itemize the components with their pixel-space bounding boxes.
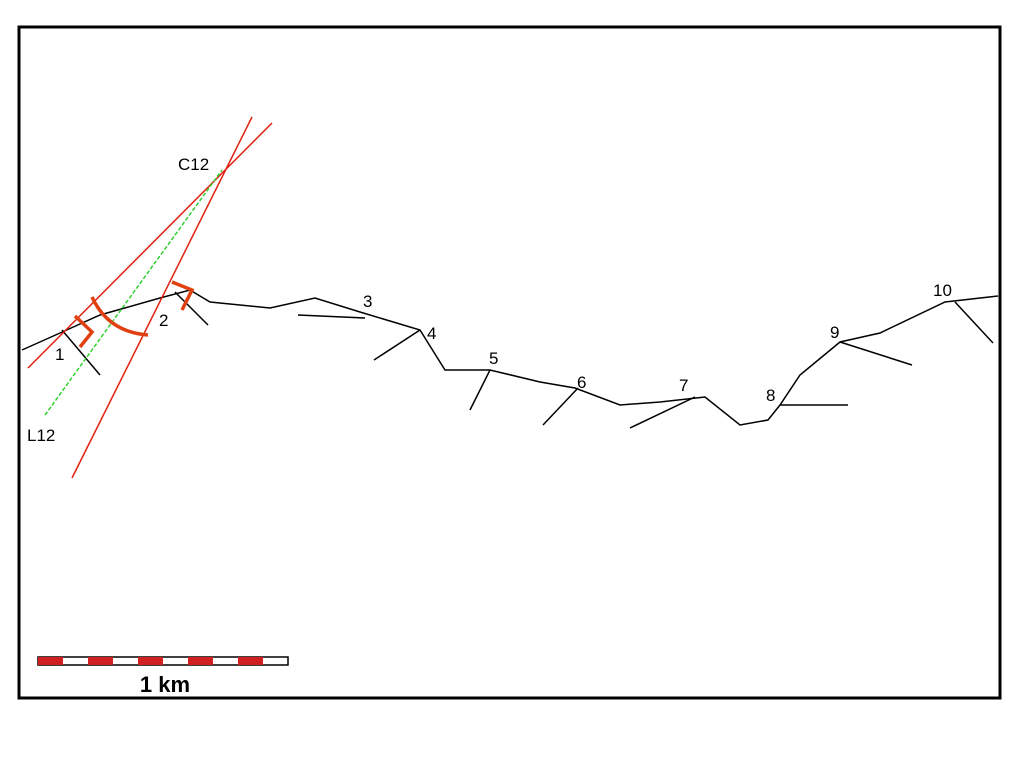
point-label: 2 <box>159 311 168 330</box>
angle-arc <box>90 296 149 337</box>
cross-section <box>954 301 994 344</box>
point-label: 9 <box>830 323 839 342</box>
point-label: 4 <box>427 324 436 343</box>
scale-bar-segment <box>88 657 113 665</box>
cross-section <box>542 387 579 426</box>
cross-section <box>61 329 101 376</box>
cross-sections <box>61 291 994 429</box>
scale-bar-segment <box>38 657 63 665</box>
cross-section <box>297 314 366 319</box>
intersection-label: C12 <box>178 155 209 174</box>
point-label: 10 <box>933 281 952 300</box>
point-label: 5 <box>489 349 498 368</box>
point-label: 7 <box>679 376 688 395</box>
scale-bar-segment <box>138 657 163 665</box>
cross-section <box>469 369 491 411</box>
cross-section <box>629 396 696 429</box>
bearing-line <box>71 116 253 479</box>
cross-section <box>174 291 209 326</box>
right-angle-marker <box>171 280 195 311</box>
cross-section <box>373 329 421 361</box>
point-label: 8 <box>766 386 775 405</box>
cross-section <box>839 341 913 366</box>
point-label: 3 <box>363 292 372 311</box>
scale-bar-label: 1 km <box>140 672 190 697</box>
right-angle-marker <box>73 314 95 349</box>
scale-bar-segment <box>238 657 263 665</box>
scale-bar <box>37 656 289 666</box>
line-label: L12 <box>27 426 55 445</box>
scale-bar-segment <box>188 657 213 665</box>
map-frame <box>17 25 1002 700</box>
point-labels: 1 2 3 4 5 6 7 8 9 10 <box>55 281 952 405</box>
point-label: 1 <box>55 345 64 364</box>
bisector-line <box>44 169 223 416</box>
point-label: 6 <box>577 373 586 392</box>
bearing-line <box>27 122 273 369</box>
